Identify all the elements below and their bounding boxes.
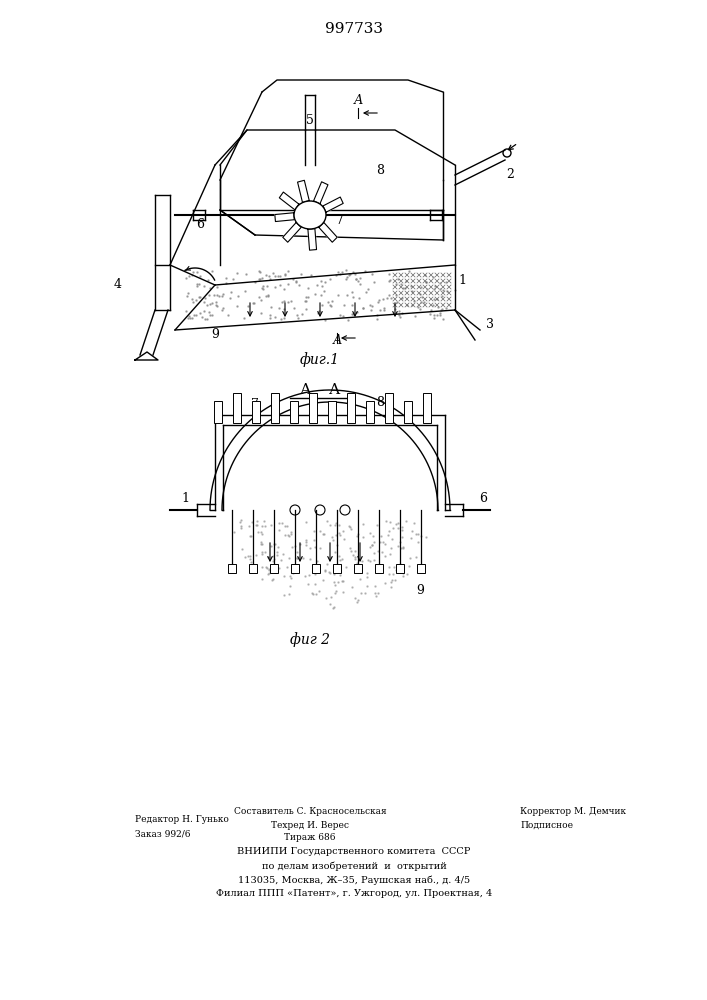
- FancyBboxPatch shape: [417, 564, 425, 573]
- Text: Редактор Н. Гунько: Редактор Н. Гунько: [135, 816, 229, 824]
- FancyBboxPatch shape: [396, 564, 404, 573]
- Text: 4: 4: [114, 278, 122, 292]
- FancyBboxPatch shape: [404, 401, 412, 423]
- Text: Подписное: Подписное: [520, 820, 573, 830]
- FancyBboxPatch shape: [290, 401, 298, 423]
- FancyBboxPatch shape: [333, 564, 341, 573]
- Text: 9: 9: [416, 584, 424, 596]
- FancyBboxPatch shape: [309, 393, 317, 423]
- FancyBboxPatch shape: [385, 393, 393, 423]
- Text: Корректор М. Демчик: Корректор М. Демчик: [520, 808, 626, 816]
- Text: Составитель С. Красносельская: Составитель С. Красносельская: [234, 808, 386, 816]
- Polygon shape: [319, 222, 337, 242]
- FancyBboxPatch shape: [270, 564, 278, 573]
- Polygon shape: [298, 180, 309, 202]
- Ellipse shape: [294, 201, 326, 229]
- FancyBboxPatch shape: [328, 401, 336, 423]
- Text: Заказ 992/6: Заказ 992/6: [135, 830, 190, 838]
- Polygon shape: [308, 229, 317, 250]
- Text: 7: 7: [251, 398, 259, 412]
- Text: 3: 3: [486, 318, 494, 332]
- Text: по делам изобретений  и  открытий: по делам изобретений и открытий: [262, 861, 446, 871]
- Polygon shape: [323, 197, 343, 212]
- FancyBboxPatch shape: [233, 393, 241, 423]
- Text: 1: 1: [181, 491, 189, 504]
- Text: 6: 6: [196, 219, 204, 232]
- Text: А: А: [332, 334, 341, 347]
- Text: А: А: [354, 94, 363, 106]
- FancyBboxPatch shape: [375, 564, 383, 573]
- Text: 997733: 997733: [325, 22, 383, 36]
- FancyBboxPatch shape: [347, 393, 355, 423]
- Text: А – А: А – А: [300, 383, 340, 397]
- Text: 2: 2: [506, 168, 514, 182]
- Text: фиг.1: фиг.1: [300, 353, 340, 367]
- Text: 6: 6: [479, 491, 487, 504]
- FancyBboxPatch shape: [354, 564, 362, 573]
- Polygon shape: [314, 182, 328, 204]
- Text: 9: 9: [211, 328, 219, 342]
- FancyBboxPatch shape: [271, 393, 279, 423]
- FancyBboxPatch shape: [214, 401, 222, 423]
- Text: ВНИИПИ Государственного комитета  СССР: ВНИИПИ Государственного комитета СССР: [238, 848, 471, 856]
- Text: 5: 5: [306, 113, 314, 126]
- Text: Филиал ППП «Патент», г. Ужгород, ул. Проектная, 4: Филиал ППП «Патент», г. Ужгород, ул. Про…: [216, 890, 492, 898]
- Text: 113035, Москва, Ж–35, Раушская наб., д. 4/5: 113035, Москва, Ж–35, Раушская наб., д. …: [238, 875, 470, 885]
- Text: 8: 8: [376, 163, 384, 176]
- FancyBboxPatch shape: [249, 564, 257, 573]
- Polygon shape: [275, 213, 294, 222]
- Polygon shape: [283, 222, 301, 242]
- Polygon shape: [279, 192, 299, 210]
- FancyBboxPatch shape: [291, 564, 299, 573]
- Text: 7: 7: [336, 214, 344, 227]
- Text: 8: 8: [376, 396, 384, 410]
- FancyBboxPatch shape: [366, 401, 374, 423]
- Text: Техред И. Верес: Техред И. Верес: [271, 820, 349, 830]
- Text: фиг 2: фиг 2: [290, 633, 330, 647]
- Text: Тираж 686: Тираж 686: [284, 834, 336, 842]
- FancyBboxPatch shape: [312, 564, 320, 573]
- Text: 1: 1: [458, 273, 466, 286]
- FancyBboxPatch shape: [252, 401, 260, 423]
- FancyBboxPatch shape: [228, 564, 236, 573]
- FancyBboxPatch shape: [423, 393, 431, 423]
